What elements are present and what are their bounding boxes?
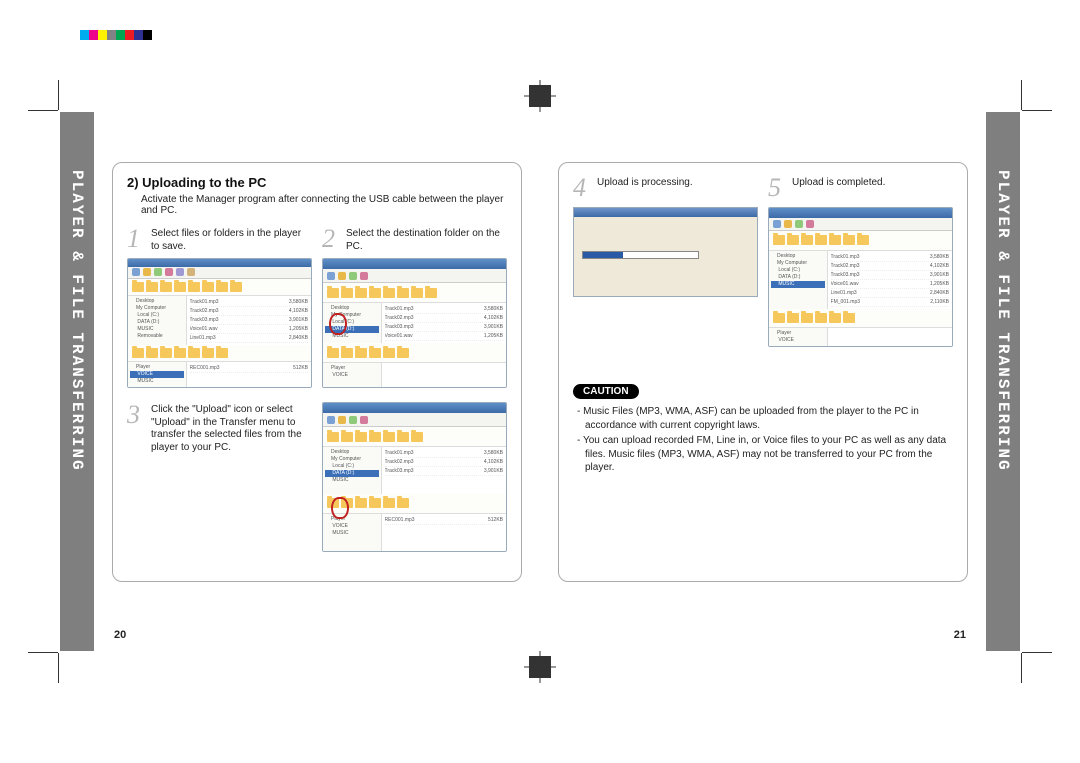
step-number: 5 [768,175,786,201]
crop-mark [1022,652,1052,653]
step-3: 3 Click the "Upload" icon or select "Upl… [127,402,312,552]
crop-mark [1021,80,1022,110]
crop-mark [58,80,59,110]
step-5: 5 Upload is completed. DesktopMy Compute… [768,175,953,347]
step-2: 2 Select the destination folder on the P… [322,226,507,388]
crop-mark [58,653,59,683]
window-toolbar [128,267,311,279]
page-number-right: 21 [954,629,966,641]
section-title: 2) Uploading to the PC [127,175,507,190]
chapter-title: PLAYER & FILE TRANSFERRING [68,170,86,472]
page-left: PLAYER & FILE TRANSFERRING 2) Uploading … [60,112,540,651]
step-4: 4 Upload is processing. [573,175,758,347]
page-number-left: 20 [114,629,126,641]
printer-color-bars [80,30,152,40]
crop-mark [1021,653,1022,683]
step-number: 4 [573,175,591,201]
caution-item: You can upload recorded FM, Line in, or … [577,434,953,475]
crop-mark [28,652,58,653]
page-right: 4 Upload is processing. [540,112,1020,651]
step-text: Select the destination folder on the PC. [346,226,507,253]
step-1: 1 Select files or folders in the player … [127,226,312,388]
folder-tree: DesktopMy Computer Local (C:) DATA (D:) … [128,296,187,345]
section-intro: Activate the Manager program after conne… [141,194,507,216]
crop-mark [1022,110,1052,111]
registration-mark-bottom [529,656,551,678]
step-number: 2 [322,226,340,252]
file-list: Track01.mp33,580KB Track02.mp34,102KB Tr… [187,296,311,345]
caution-label: CAUTION [573,384,639,399]
registration-mark-top [529,85,551,107]
screenshot-step3: DesktopMy Computer Local (C:) DATA (D:) … [322,402,507,552]
chapter-tab-left: PLAYER & FILE TRANSFERRING [60,112,94,651]
step-text: Click the "Upload" icon or select "Uploa… [151,402,312,454]
caution-item: Music Files (MP3, WMA, ASF) can be uploa… [577,405,953,432]
page-spread: PLAYER & FILE TRANSFERRING 2) Uploading … [60,112,1020,651]
screenshot-step5: DesktopMy Computer Local (C:) DATA (D:) … [768,207,953,347]
screenshot-step4 [573,207,758,297]
upload-progress-fill [583,252,623,258]
upload-progress-bar [582,251,699,259]
step-number: 1 [127,226,145,252]
chapter-title: PLAYER & FILE TRANSFERRING [994,170,1012,472]
caution-list: Music Files (MP3, WMA, ASF) can be uploa… [573,405,953,475]
content-box-right: 4 Upload is processing. [558,162,968,582]
step-text: Upload is completed. [792,175,885,190]
step-text: Select files or folders in the player to… [151,226,312,253]
screenshot-step1: DesktopMy Computer Local (C:) DATA (D:) … [127,258,312,388]
crop-mark [28,110,58,111]
step-number: 3 [127,402,145,428]
screenshot-step2: DesktopMy Computer Local (C:) DATA (D:) … [322,258,507,388]
chapter-tab-right: PLAYER & FILE TRANSFERRING [986,112,1020,651]
content-box-left: 2) Uploading to the PC Activate the Mana… [112,162,522,582]
step-text: Upload is processing. [597,175,693,190]
step-3-screenshot-col: DesktopMy Computer Local (C:) DATA (D:) … [322,402,507,552]
